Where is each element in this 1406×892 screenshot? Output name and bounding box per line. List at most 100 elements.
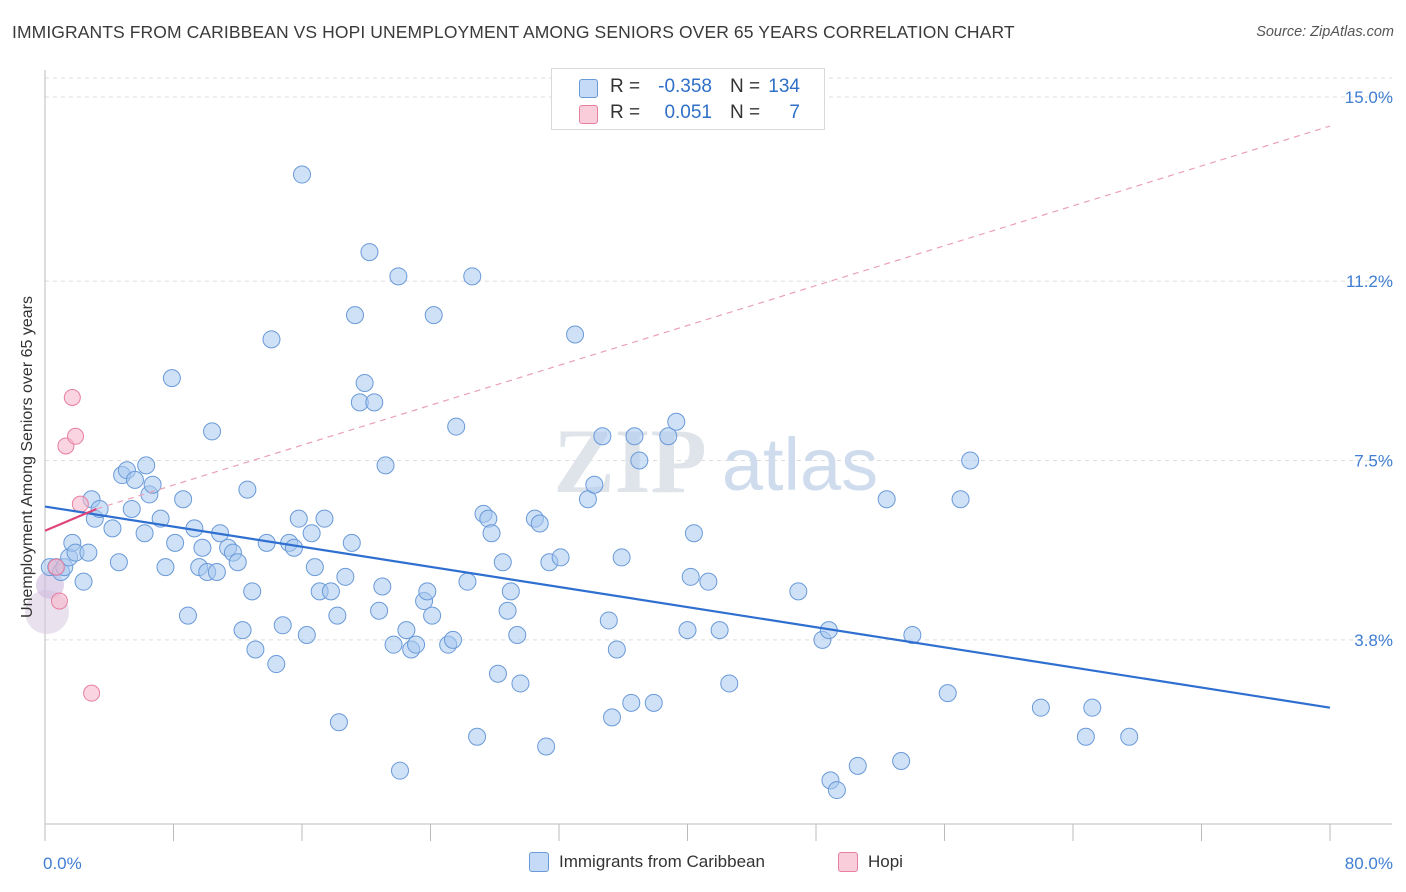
caribbean-point[interactable] [329,713,348,732]
caribbean-point[interactable] [938,684,957,703]
caribbean-point[interactable] [848,756,867,775]
hopi-point[interactable] [67,427,85,445]
caribbean-point[interactable] [203,422,222,441]
caribbean-point[interactable] [328,606,347,625]
caribbean-point[interactable] [1120,727,1139,746]
caribbean-point[interactable] [109,553,128,572]
caribbean-point[interactable] [423,606,442,625]
caribbean-point[interactable] [389,267,408,286]
caribbean-point[interactable] [315,509,334,528]
caribbean-point[interactable] [566,325,585,344]
caribbean-point[interactable] [493,553,512,572]
caribbean-point[interactable] [384,635,403,654]
caribbean-point[interactable] [267,655,286,674]
hopi-point[interactable] [83,684,101,702]
caribbean-point[interactable] [407,635,426,654]
caribbean-point[interactable] [166,533,185,552]
hopi-point[interactable] [47,558,65,576]
caribbean-point[interactable] [622,693,641,712]
caribbean-point[interactable] [877,490,896,509]
caribbean-point[interactable] [537,737,556,756]
caribbean-point[interactable] [593,427,612,446]
caribbean-point[interactable] [961,451,980,470]
caribbean-point[interactable] [370,601,389,620]
caribbean-point[interactable] [284,538,303,557]
caribbean-point[interactable] [720,674,739,693]
caribbean-point[interactable] [443,630,462,649]
caribbean-point[interactable] [122,499,141,518]
hopi-point[interactable] [71,495,89,513]
caribbean-point[interactable] [156,558,175,577]
caribbean-point[interactable] [342,533,361,552]
caribbean-point[interactable] [530,514,549,533]
caribbean-point[interactable] [193,538,212,557]
caribbean-point[interactable] [630,451,649,470]
caribbean-point[interactable] [273,616,292,635]
caribbean-point[interactable] [659,427,678,446]
caribbean-point[interactable] [699,572,718,591]
caribbean-point[interactable] [103,519,122,538]
caribbean-point[interactable] [458,572,477,591]
caribbean-point[interactable] [463,267,482,286]
caribbean-point[interactable] [238,480,257,499]
caribbean-point[interactable] [365,393,384,412]
caribbean-point[interactable] [233,621,252,640]
caribbean-point[interactable] [162,369,181,388]
caribbean-point[interactable] [305,558,324,577]
legend-item-hopi[interactable]: Hopi [838,852,903,872]
caribbean-point[interactable] [293,165,311,184]
caribbean-point[interactable] [321,582,340,601]
caribbean-point[interactable] [246,640,265,659]
caribbean-point[interactable] [479,509,498,528]
caribbean-point[interactable] [447,417,466,436]
caribbean-point[interactable] [336,567,355,586]
caribbean-point[interactable] [143,475,162,494]
caribbean-point[interactable] [178,606,197,625]
caribbean-point[interactable] [137,456,156,475]
caribbean-point[interactable] [289,509,308,528]
caribbean-point[interactable] [681,567,700,586]
hopi-point[interactable] [50,592,68,610]
caribbean-point[interactable] [667,412,686,431]
caribbean-point[interactable] [79,543,98,562]
caribbean-point[interactable] [125,470,144,489]
caribbean-point[interactable] [684,524,703,543]
caribbean-point[interactable] [468,727,487,746]
hopi-point[interactable] [63,388,81,406]
caribbean-point[interactable] [827,781,846,800]
caribbean-point[interactable] [508,625,527,644]
caribbean-point[interactable] [551,548,570,567]
caribbean-point[interactable] [346,306,365,325]
caribbean-point[interactable] [951,490,970,509]
caribbean-point[interactable] [397,621,416,640]
caribbean-point[interactable] [501,582,520,601]
caribbean-point[interactable] [678,621,697,640]
legend-item-caribbean[interactable]: Immigrants from Caribbean [529,852,765,872]
caribbean-point[interactable] [262,330,281,349]
caribbean-point[interactable] [1083,698,1102,717]
caribbean-point[interactable] [710,621,729,640]
caribbean-point[interactable] [603,708,622,727]
caribbean-point[interactable] [74,572,93,591]
caribbean-point[interactable] [644,693,663,712]
caribbean-point[interactable] [1031,698,1050,717]
caribbean-point[interactable] [585,475,604,494]
caribbean-point[interactable] [390,761,409,780]
caribbean-point[interactable] [488,664,507,683]
caribbean-point[interactable] [625,427,644,446]
caribbean-point[interactable] [1076,727,1095,746]
caribbean-point[interactable] [376,456,395,475]
caribbean-point[interactable] [789,582,808,601]
caribbean-point[interactable] [297,625,316,644]
caribbean-point[interactable] [607,640,626,659]
caribbean-point[interactable] [360,243,379,262]
caribbean-point[interactable] [302,524,321,543]
caribbean-point[interactable] [418,582,437,601]
caribbean-point[interactable] [903,625,922,644]
caribbean-point[interactable] [892,751,911,770]
caribbean-point[interactable] [599,611,618,630]
caribbean-point[interactable] [135,524,154,543]
caribbean-point[interactable] [355,373,374,392]
caribbean-point[interactable] [207,562,226,581]
caribbean-point[interactable] [482,524,501,543]
